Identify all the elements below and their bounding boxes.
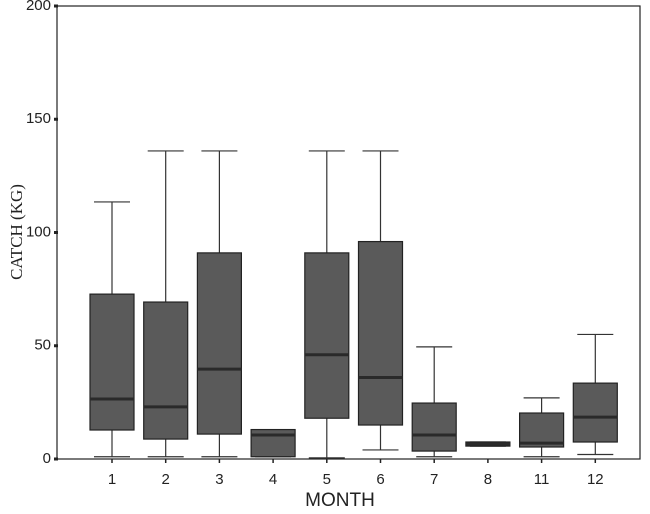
box (196, 252, 242, 435)
box (89, 293, 135, 431)
y-tick-label: 0 (43, 450, 51, 467)
box (143, 301, 189, 440)
y-axis-label: CATCH (KG) (7, 184, 26, 280)
x-tick-label: 4 (269, 471, 277, 488)
y-tick-label: 150 (26, 110, 51, 127)
x-tick-label: 1 (108, 471, 116, 488)
x-tick-label: 5 (323, 471, 331, 488)
x-tick-label: 2 (162, 471, 170, 488)
x-tick-label: 7 (430, 471, 438, 488)
y-tick-label: 50 (34, 337, 51, 354)
box (411, 402, 457, 452)
x-axis-label: MONTH (305, 490, 375, 511)
y-tick-label: 100 (26, 223, 51, 240)
x-tick-label: 6 (376, 471, 384, 488)
box (572, 382, 618, 443)
x-tick-label: 3 (215, 471, 223, 488)
x-tick-label: 12 (587, 471, 604, 488)
x-tick-label: 11 (534, 471, 550, 488)
x-tick-label: 8 (484, 471, 492, 488)
box (304, 252, 350, 419)
box (518, 412, 565, 448)
box (357, 240, 404, 426)
y-tick-label: 200 (26, 0, 51, 14)
